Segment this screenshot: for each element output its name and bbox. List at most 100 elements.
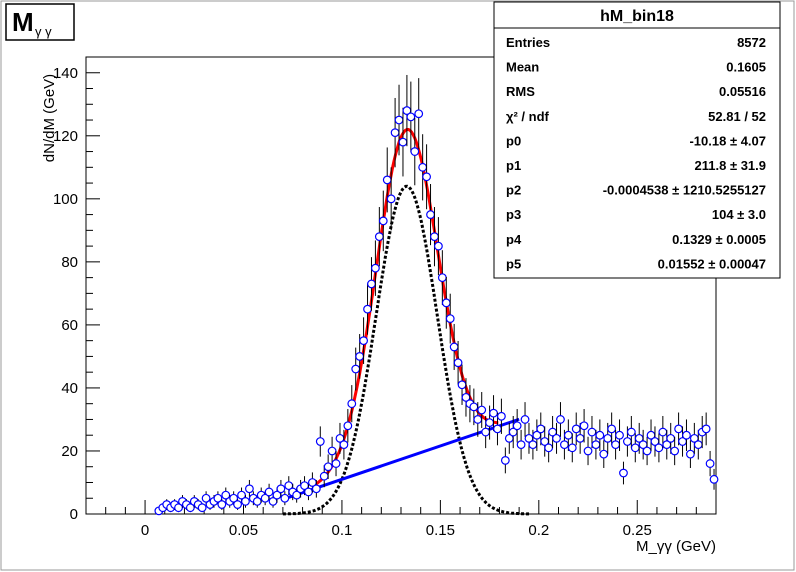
- data-marker: [626, 427, 636, 437]
- y-axis-label: dN/dM (GeV): [41, 74, 58, 162]
- data-point: [241, 495, 250, 508]
- data-marker: [374, 232, 384, 242]
- data-point: [524, 422, 534, 454]
- x-tick-label: 0: [141, 522, 149, 539]
- data-point: [339, 429, 349, 460]
- data-point: [634, 422, 644, 454]
- data-marker: [367, 279, 376, 289]
- data-marker: [441, 298, 451, 308]
- data-point: [520, 402, 530, 437]
- data-point: [367, 257, 376, 311]
- data-marker: [394, 115, 404, 125]
- x-axis-label: M_γγ (GeV): [636, 538, 716, 555]
- data-marker: [453, 358, 463, 368]
- data-point: [335, 422, 345, 454]
- stats-row-label: p0: [506, 133, 521, 148]
- data-point: [497, 398, 506, 434]
- data-marker: [477, 405, 487, 415]
- data-marker: [674, 424, 683, 434]
- data-marker: [245, 484, 254, 494]
- data-point: [650, 426, 660, 457]
- data-marker: [528, 440, 538, 450]
- data-marker: [693, 440, 703, 450]
- data-marker: [493, 424, 502, 434]
- data-point: [701, 412, 711, 446]
- data-marker: [563, 430, 573, 440]
- data-point: [461, 378, 471, 417]
- data-point: [402, 74, 412, 147]
- data-point: [359, 317, 368, 364]
- data-marker: [560, 440, 569, 450]
- stats-row-label: χ² / ndf: [506, 109, 550, 124]
- data-marker: [233, 500, 242, 509]
- data-marker: [339, 440, 349, 450]
- stats-box: hM_bin18 Entries 8572 Mean 0.1605 RMS 0.05516…: [493, 1, 781, 279]
- data-point: [213, 491, 223, 506]
- data-point: [607, 412, 617, 446]
- data-marker: [658, 427, 668, 437]
- data-point: [276, 479, 286, 498]
- data-point: [540, 426, 550, 457]
- data-point: [516, 429, 526, 460]
- data-marker: [241, 496, 250, 506]
- data-marker: [422, 172, 431, 182]
- data-marker: [642, 446, 652, 456]
- data-marker: [536, 424, 546, 434]
- x-tick-label: 0.1: [332, 522, 353, 539]
- data-marker: [705, 459, 715, 468]
- signal-gaussian-curve: [282, 184, 531, 516]
- data-point: [390, 97, 400, 168]
- data-marker: [615, 430, 624, 440]
- data-point: [233, 499, 242, 510]
- data-marker: [512, 421, 522, 431]
- data-marker: [623, 437, 632, 446]
- data-point: [386, 167, 396, 231]
- data-marker: [587, 427, 597, 437]
- data-point: [311, 479, 321, 498]
- data-marker: [449, 342, 459, 352]
- data-point: [678, 426, 687, 457]
- data-marker: [434, 241, 443, 251]
- data-marker: [280, 493, 290, 503]
- data-point: [371, 240, 380, 296]
- data-marker: [670, 446, 680, 456]
- data-point: [500, 447, 510, 474]
- y-tick-label: 120: [53, 128, 78, 145]
- stats-row-value: 52.81 / 52: [708, 109, 766, 124]
- data-marker: [390, 128, 400, 138]
- data-point: [264, 483, 274, 501]
- stats-row-label: Entries: [506, 35, 550, 50]
- data-point: [422, 144, 431, 210]
- data-point: [670, 436, 680, 466]
- data-marker: [430, 232, 439, 242]
- data-marker: [603, 433, 613, 443]
- data-point: [682, 419, 691, 451]
- data-marker: [709, 474, 719, 484]
- data-marker: [686, 449, 695, 459]
- stats-row-label: p4: [506, 232, 522, 247]
- data-point: [552, 422, 561, 454]
- data-marker: [378, 216, 388, 226]
- data-point: [705, 450, 715, 477]
- data-marker: [351, 364, 361, 374]
- y-tick-label: 80: [61, 254, 78, 271]
- data-marker: [682, 430, 691, 440]
- data-marker: [500, 456, 510, 465]
- data-marker: [371, 263, 380, 273]
- background-linear-curve: [282, 417, 520, 501]
- data-marker: [630, 443, 640, 453]
- data-marker: [398, 137, 408, 147]
- data-marker: [264, 487, 274, 497]
- data-marker: [457, 380, 467, 390]
- x-tick-label: 0.2: [528, 522, 549, 539]
- data-marker: [591, 440, 601, 450]
- data-point: [331, 450, 341, 477]
- canvas-title-main: M: [12, 7, 34, 37]
- data-marker: [654, 443, 664, 453]
- data-point: [445, 293, 455, 344]
- data-point: [280, 491, 290, 506]
- x-tick-label: 0.25: [623, 522, 652, 539]
- data-point: [504, 422, 514, 454]
